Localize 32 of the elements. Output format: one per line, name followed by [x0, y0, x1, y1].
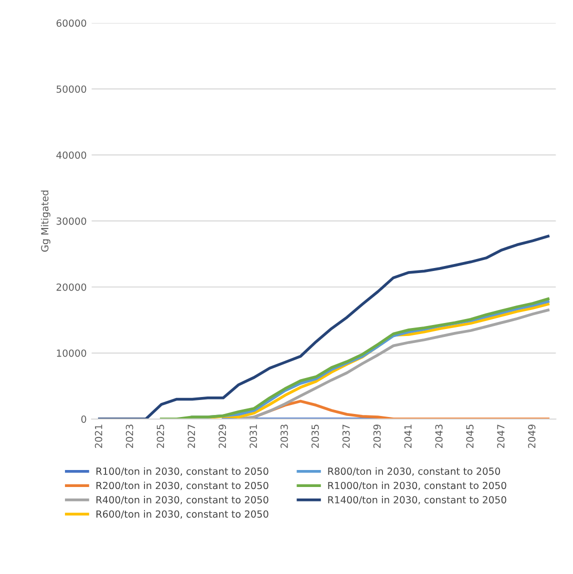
y-tick-label: 10000 [56, 349, 86, 357]
legend-label: R200/ton in 2030, constant to 2050 [96, 482, 268, 490]
legend-label: R100/ton in 2030, constant to 2050 [96, 467, 268, 476]
y-tick-label: 60000 [56, 19, 86, 27]
x-tick-label: 2045 [466, 424, 474, 448]
x-tick-label: 2029 [218, 424, 226, 448]
x-tick-label: 2025 [156, 424, 164, 448]
y-axis-title: Gg Mitigated [40, 190, 50, 252]
x-tick-label: 2027 [188, 424, 196, 448]
x-tick-label: 2035 [311, 424, 319, 448]
y-tick-label: 40000 [56, 151, 86, 159]
line-series [98, 234, 550, 420]
x-tick-label: 2023 [126, 424, 134, 448]
y-tick-label: 20000 [56, 283, 86, 291]
x-tick-label: 2037 [342, 424, 350, 448]
x-tick-label: 2047 [497, 424, 504, 448]
y-tick-label: 0 [81, 416, 86, 423]
x-tick-label: 2043 [435, 424, 443, 448]
legend-label: R1400/ton in 2030, constant to 2050 [328, 496, 506, 504]
x-tick-label: 2033 [280, 424, 288, 448]
x-tick-label: 2041 [404, 424, 412, 448]
legend-label: R400/ton in 2030, constant to 2050 [96, 496, 268, 504]
legend-label: R1000/ton in 2030, constant to 2050 [328, 482, 506, 490]
legend-label: R800/ton in 2030, constant to 2050 [328, 467, 500, 476]
x-tick-label: 2039 [373, 424, 381, 448]
x-tick-label: 2031 [250, 424, 257, 448]
x-tick-label: 2021 [94, 424, 102, 448]
line-series [237, 308, 550, 420]
x-tick-label: 2049 [528, 424, 536, 448]
y-tick-label: 30000 [56, 217, 86, 225]
y-tick-label: 50000 [56, 85, 86, 93]
legend-label: R600/ton in 2030, constant to 2050 [96, 510, 268, 519]
